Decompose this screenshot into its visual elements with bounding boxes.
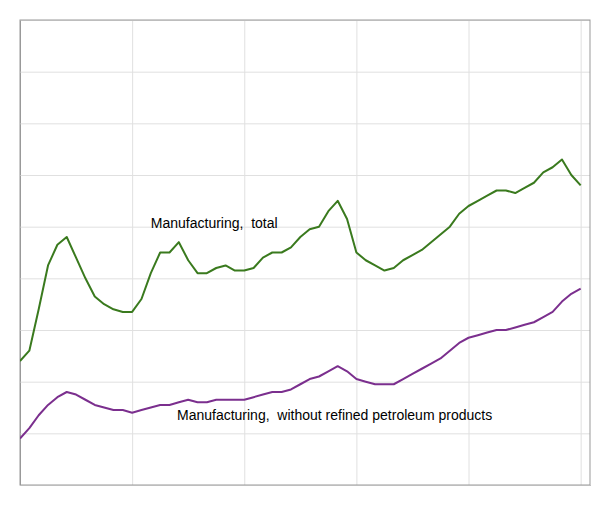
series-group: [20, 160, 581, 439]
y-grid-line: [20, 175, 590, 176]
y-axis: [20, 21, 590, 486]
x-grid-line: [132, 20, 133, 485]
x-tick: [132, 20, 133, 485]
y-tick: [20, 123, 590, 124]
y-tick: [20, 72, 590, 73]
y-tick: [20, 278, 590, 279]
annotation: Manufacturing, without refined petroleum…: [177, 407, 492, 423]
plot: Manufacturing, total Manufacturing, witho…: [20, 20, 591, 486]
y-grid-line: [20, 227, 590, 228]
y-grid-line: [20, 123, 590, 124]
x-tick: [581, 20, 582, 485]
y-tick: [20, 227, 590, 228]
y-grid-line: [20, 72, 590, 73]
chart: Manufacturing, total Manufacturing, witho…: [0, 0, 610, 505]
plot-frame: [20, 20, 590, 485]
series-line: [20, 289, 581, 439]
annotation: Manufacturing, total: [151, 215, 278, 231]
y-grid-line: [20, 433, 590, 434]
y-grid-line: [20, 278, 590, 279]
x-grid-line: [581, 20, 582, 485]
y-tick: [20, 175, 590, 176]
annotations: Manufacturing, total Manufacturing, witho…: [151, 215, 492, 422]
y-tick: [20, 433, 590, 434]
x-axis: [21, 20, 591, 486]
